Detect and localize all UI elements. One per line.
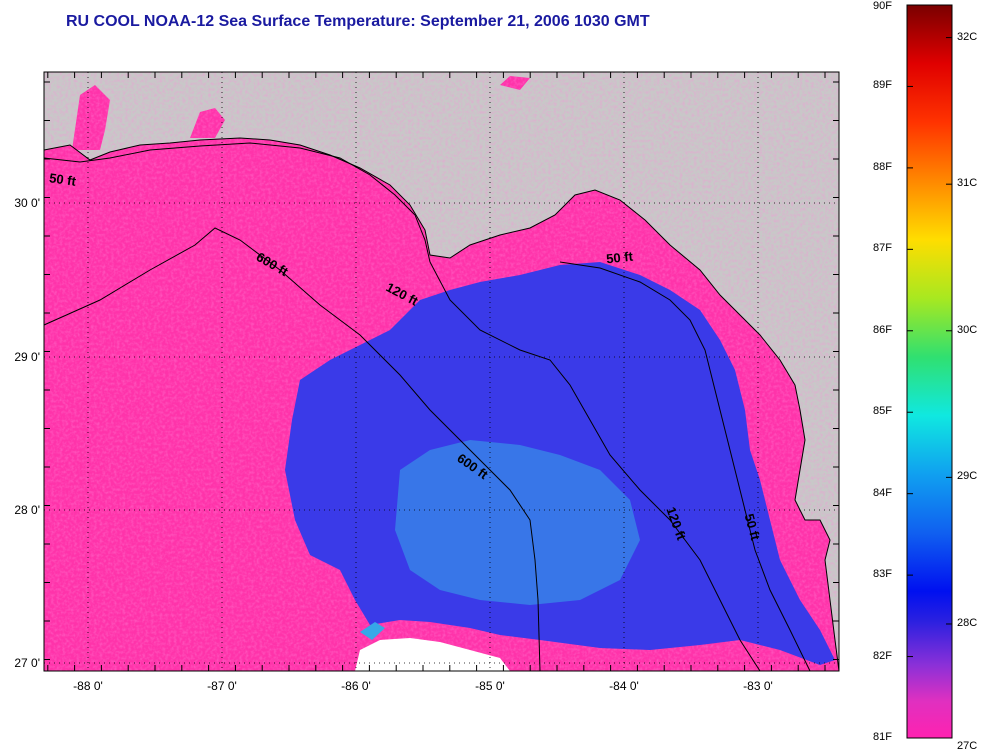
cloud-patch — [355, 638, 510, 671]
colorbar-c-label: 27C — [957, 740, 978, 752]
cloud-patch — [360, 622, 385, 640]
map-title: RU COOL NOAA-12 Sea Surface Temperature:… — [66, 13, 650, 30]
contour-label: 50 ft — [605, 249, 634, 267]
latitude-tick-label: 28 0' — [14, 503, 40, 517]
colorbar-f-label: 89F — [873, 79, 892, 92]
colorbar-c-label: 29C — [957, 470, 978, 483]
colorbar-ticks — [907, 4, 952, 739]
longitude-labels: -88 0' -87 0' -86 0' -85 0' -84 0' -83 0' — [73, 679, 773, 693]
longitude-tick-label: -87 0' — [207, 679, 237, 693]
longitude-tick-label: -86 0' — [341, 679, 371, 693]
contour-label: 50 ft — [742, 512, 764, 542]
colorbar-f-label: 84F — [873, 486, 892, 499]
colorbar-c-label: 30C — [957, 323, 978, 336]
latitude-labels: 30 0' 29 0' 28 0' 27 0' — [14, 196, 40, 670]
colorbar-f-label: 86F — [873, 323, 892, 336]
longitude-tick-label: -88 0' — [73, 679, 103, 693]
longitude-tick-label: -84 0' — [609, 679, 639, 693]
longitude-tick-label: -85 0' — [475, 679, 505, 693]
contour-120ft — [429, 261, 761, 672]
axis-ticks — [44, 72, 839, 671]
colorbar — [906, 4, 953, 739]
latitude-tick-label: 30 0' — [14, 196, 40, 210]
contour-50ft — [43, 142, 431, 263]
colorbar-f-label: 88F — [873, 160, 892, 173]
latitude-tick-label: 27 0' — [14, 656, 40, 670]
colorbar-f-label: 83F — [873, 568, 892, 581]
coastline — [43, 137, 840, 672]
map-frame — [43, 71, 840, 672]
longitude-tick-label: -83 0' — [743, 679, 773, 693]
contour-600ft — [43, 227, 541, 672]
colorbar-f-label: 87F — [873, 242, 892, 255]
contour-50ft-east — [559, 261, 811, 672]
colorbar-c-label: 28C — [957, 616, 978, 629]
latitude-tick-label: 29 0' — [14, 350, 40, 364]
colorbar-f-label: 81F — [873, 731, 892, 743]
cool-water-inner — [395, 440, 640, 605]
colorbar-f-label: 85F — [873, 405, 892, 418]
depth-contours — [43, 142, 811, 672]
colorbar-c-label: 31C — [957, 177, 978, 190]
colorbar-f-label: 90F — [873, 0, 892, 12]
colorbar-f-label: 82F — [873, 649, 892, 662]
colorbar-c-label: 32C — [957, 30, 978, 43]
contour-label: 50 ft — [48, 170, 77, 189]
